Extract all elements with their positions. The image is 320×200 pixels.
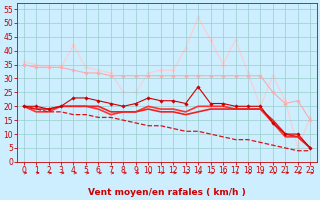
X-axis label: Vent moyen/en rafales ( km/h ): Vent moyen/en rafales ( km/h ) (88, 188, 246, 197)
